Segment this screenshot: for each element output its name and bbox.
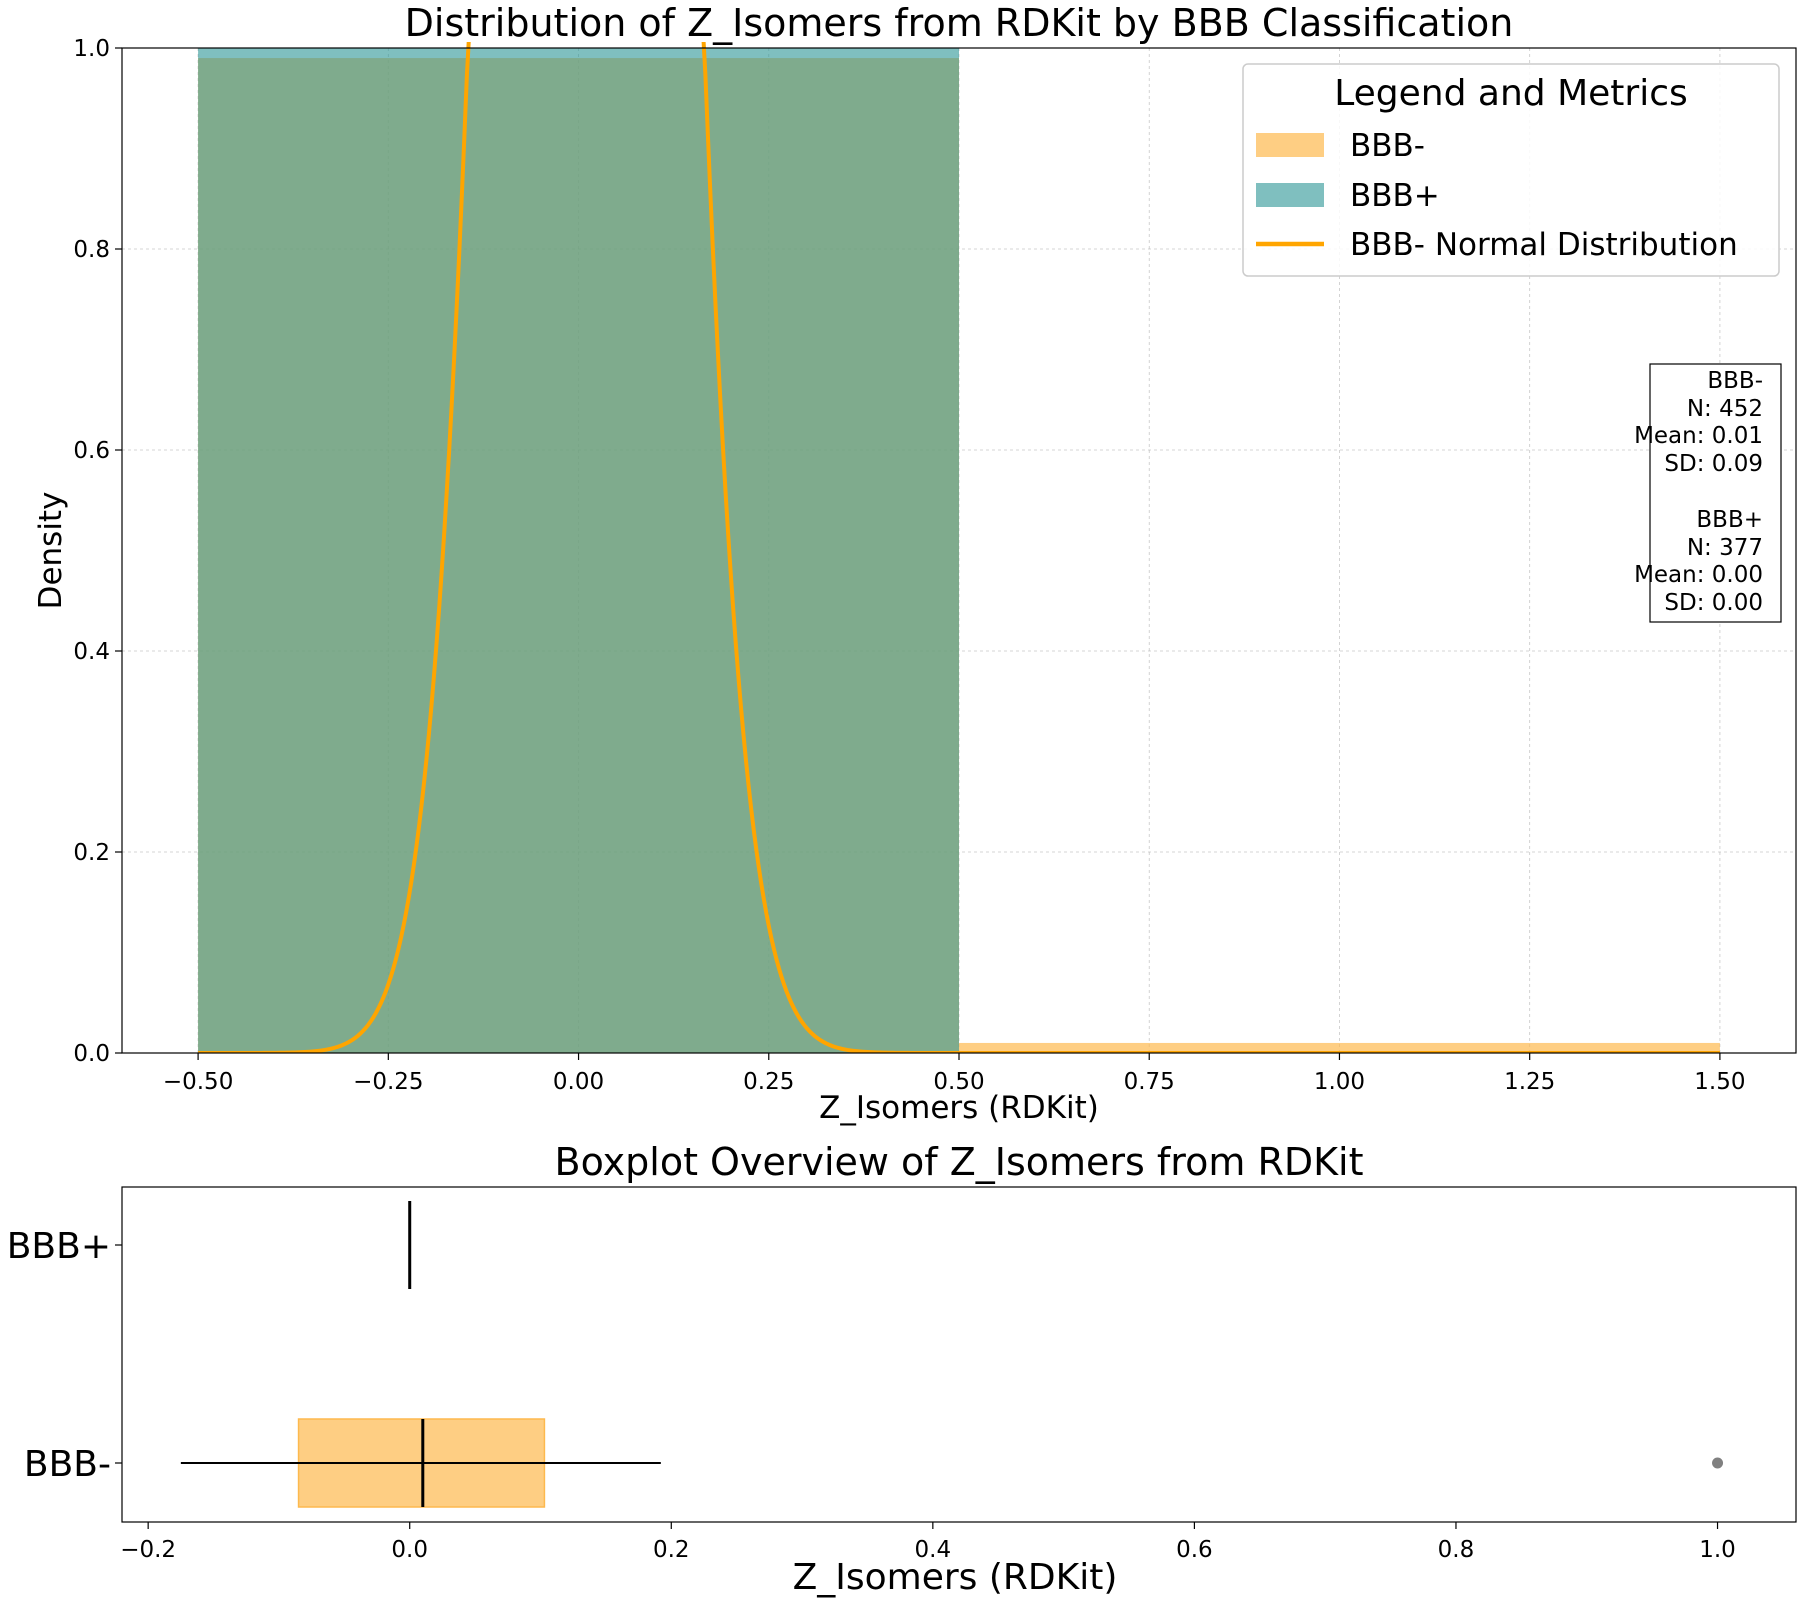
legend-label-bbb-minus: BBB-: [1350, 128, 1425, 164]
metrics-box: BBB- N: 452 Mean: 0.01 SD: 0.09 BBB+ N: …: [1634, 363, 1782, 623]
x-tick-label: 1.50: [1694, 1069, 1745, 1095]
metrics-bbb-minus-heading: BBB-: [1707, 368, 1763, 394]
boxplot-x-axis-label: Z_Isomers (RDKit): [793, 1557, 1118, 1598]
boxplot-plot-frame: [121, 1186, 1797, 1523]
y-tick-label: 1.0: [73, 36, 110, 62]
x-tick-label: 0.50: [933, 1069, 984, 1095]
boxplot-category-labels: BBB+ BBB-: [7, 1226, 122, 1485]
metrics-bbb-plus-mean: Mean: 0.00: [1634, 562, 1763, 588]
x-tick-label: −0.25: [353, 1069, 423, 1095]
x-tick-label: 0.25: [743, 1069, 794, 1095]
x-tick-label: 0.4: [915, 1537, 952, 1563]
x-tick-label: 0.2: [653, 1537, 690, 1563]
metrics-bbb-plus-sd: SD: 0.00: [1664, 590, 1763, 616]
legend-swatch-bbb-plus: [1256, 183, 1324, 207]
metrics-bbb-plus-n: N: 377: [1687, 535, 1763, 561]
y-tick-label: 0.6: [73, 438, 110, 464]
y-tick-label: 0.4: [73, 639, 110, 665]
x-tick-label: 0.8: [1438, 1537, 1475, 1563]
legend-title: Legend and Metrics: [1334, 73, 1688, 114]
metrics-bbb-minus-mean: Mean: 0.01: [1634, 423, 1763, 449]
x-tick-label: 0.0: [391, 1537, 428, 1563]
histogram-y-ticks: 0.0 0.2 0.4 0.6 0.8 1.0: [73, 36, 122, 1067]
legend: Legend and Metrics BBB- BBB+ BBB- Normal…: [1242, 63, 1780, 277]
x-tick-label: 0.00: [553, 1069, 604, 1095]
x-tick-label: 1.00: [1314, 1069, 1365, 1095]
histogram-title: Distribution of Z_Isomers from RDKit by …: [405, 1, 1514, 45]
category-label: BBB-: [24, 1444, 111, 1485]
legend-label-normal-distribution: BBB- Normal Distribution: [1350, 227, 1738, 263]
category-label: BBB+: [7, 1226, 111, 1267]
legend-label-bbb-plus: BBB+: [1350, 178, 1440, 214]
x-tick-label: 0.6: [1176, 1537, 1213, 1563]
histogram-bar-bbb-plus: [198, 48, 959, 1053]
histogram-x-ticks: −0.50 −0.25 0.00 0.25 0.50 0.75 1.00 1.25 1.50: [163, 1053, 1746, 1095]
legend-box: [1242, 63, 1780, 277]
metrics-bbb-plus-heading: BBB+: [1696, 507, 1763, 533]
y-tick-label: 0.2: [73, 840, 110, 866]
histogram-bar-bbb-minus: [959, 1042, 1720, 1053]
metrics-bbb-minus-sd: SD: 0.09: [1664, 451, 1763, 477]
normal-curve-layer: [198, 42, 1720, 1053]
histogram-bars: [198, 48, 1720, 1054]
x-tick-label: −0.50: [163, 1069, 233, 1095]
boxplot-title: Boxplot Overview of Z_Isomers from RDKit: [555, 1140, 1364, 1184]
metrics-frame: [1649, 363, 1782, 623]
x-tick-label: −0.2: [120, 1537, 176, 1563]
metrics-bbb-minus-n: N: 452: [1687, 396, 1763, 422]
y-tick-label: 0.0: [73, 1041, 110, 1067]
x-tick-label: 1.0: [1699, 1537, 1736, 1563]
boxplot-marks: [180, 1201, 1724, 1508]
normal-distribution-curve: [198, 42, 1720, 1053]
histogram-y-axis-label: Density: [33, 492, 69, 610]
outlier-point: [1712, 1457, 1724, 1469]
boxplot-x-ticks: −0.2 0.0 0.2 0.4 0.6 0.8 1.0: [120, 1522, 1736, 1563]
histogram-x-axis-label: Z_Isomers (RDKit): [819, 1090, 1099, 1126]
x-tick-label: 0.75: [1124, 1069, 1175, 1095]
y-tick-label: 0.8: [73, 237, 110, 263]
histogram-panel: −0.50 −0.25 0.00 0.25 0.50 0.75 1.00 1.25 1.50 0…: [33, 1, 1797, 1126]
legend-swatch-bbb-minus: [1256, 133, 1324, 157]
boxplot-panel: −0.2 0.0 0.2 0.4 0.6 0.8 1.0 BBB+ BBB- Boxplot …: [7, 1140, 1797, 1598]
x-tick-label: 1.25: [1504, 1069, 1555, 1095]
